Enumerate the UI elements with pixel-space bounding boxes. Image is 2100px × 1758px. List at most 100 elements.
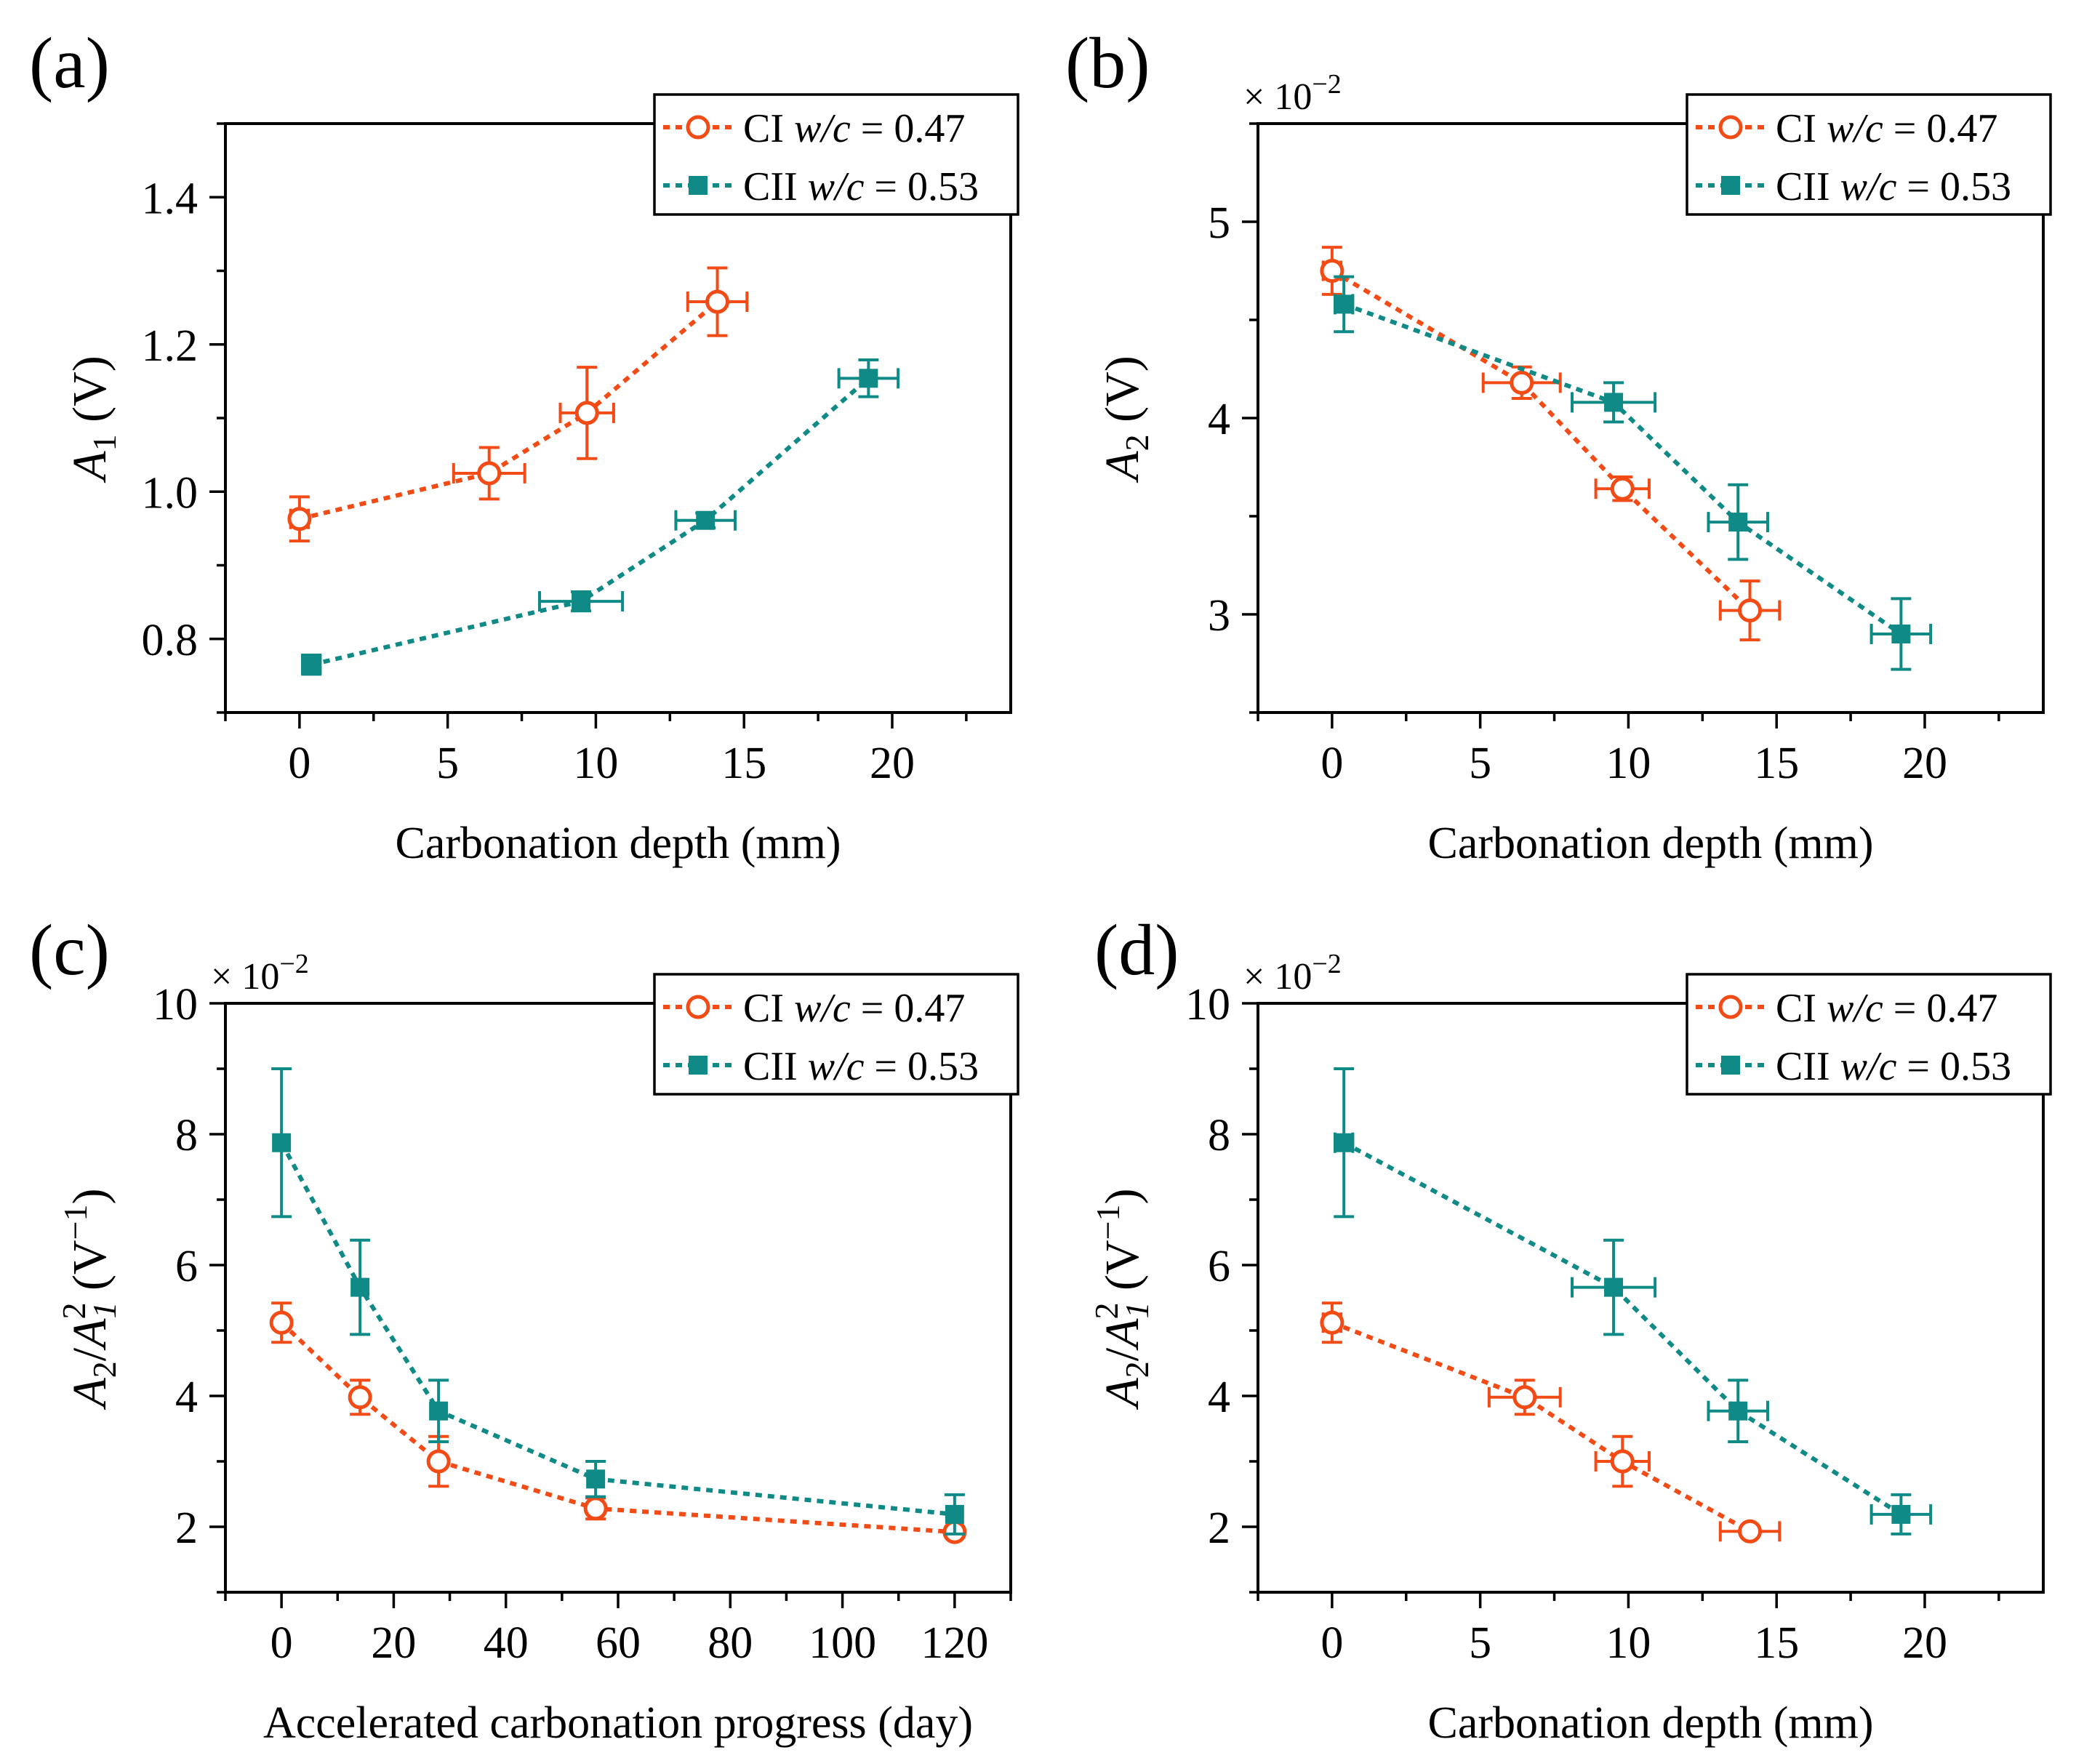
legend-marker-square bbox=[1721, 176, 1740, 195]
panel-label: (a) bbox=[29, 23, 110, 103]
series-line bbox=[299, 300, 719, 521]
data-point-square bbox=[1604, 393, 1624, 412]
data-point-square bbox=[272, 1133, 292, 1152]
x-tick-label: 5 bbox=[1469, 739, 1491, 788]
y-tick-label: 8 bbox=[175, 1111, 198, 1160]
data-point-circle bbox=[348, 1385, 372, 1410]
plot-frame bbox=[1257, 1002, 2045, 1594]
text-span: × 10 bbox=[211, 956, 279, 998]
text-span: w/c bbox=[794, 106, 851, 151]
panel-label: (c) bbox=[29, 910, 110, 990]
series-cii bbox=[1333, 1067, 1933, 1536]
x-tick-label: 10 bbox=[1606, 1618, 1651, 1668]
y-tick-label: 5 bbox=[1208, 198, 1230, 248]
text-span: / bbox=[63, 1347, 116, 1361]
text-span: A bbox=[63, 1378, 116, 1410]
text-span: = 0.53 bbox=[864, 1044, 979, 1089]
text-span: 2 bbox=[86, 1361, 123, 1378]
text-span: ( bbox=[1096, 1275, 1149, 1302]
series-line bbox=[279, 1141, 955, 1517]
text-span: −2 bbox=[279, 949, 308, 979]
data-point-circle bbox=[1320, 1310, 1344, 1335]
x-tick-label: 120 bbox=[921, 1618, 988, 1668]
x-axis-label: Accelerated carbonation progress (day) bbox=[263, 1698, 973, 1748]
panel-d: (d) 0 5 10 15 20 2 4 6 8 10 × 10−2 Carbonation depth… bbox=[1088, 910, 2052, 1748]
x-tick-label: 15 bbox=[721, 739, 766, 788]
y-tick-label: 1.2 bbox=[142, 321, 199, 371]
text-span: CII bbox=[743, 1044, 808, 1089]
legend-entry: CI w/c = 0.47 bbox=[743, 986, 965, 1031]
data-point-circle bbox=[1510, 370, 1534, 395]
legend-entry: CI w/c = 0.47 bbox=[1776, 986, 1997, 1031]
text-span: 2 bbox=[1088, 1303, 1125, 1320]
data-point-square bbox=[1334, 294, 1354, 314]
panel-a: (a) 0 5 10 15 20 0.8 1.0 1.2 1.4 Carbonation depth… bbox=[29, 23, 1019, 868]
data-point-square bbox=[572, 592, 591, 611]
text-span: = 0.47 bbox=[851, 986, 966, 1031]
x-tick-label: 80 bbox=[708, 1618, 753, 1668]
y-tick-label: 4 bbox=[175, 1373, 198, 1422]
legend: CI w/c = 0.47 CII w/c = 0.53 bbox=[1686, 973, 2052, 1096]
x-axis-label: Carbonation depth (mm) bbox=[1428, 819, 1874, 868]
text-span: (V) bbox=[63, 356, 116, 434]
legend-marker-square bbox=[689, 1056, 708, 1075]
legend-marker-circle bbox=[1718, 995, 1743, 1019]
text-span: CI bbox=[1776, 986, 1827, 1031]
text-span: w/c bbox=[1827, 986, 1883, 1031]
text-span: × 10 bbox=[1243, 956, 1312, 998]
data-point-circle bbox=[477, 461, 502, 486]
text-span: 2 bbox=[1118, 1361, 1155, 1378]
text-span: ( bbox=[63, 1275, 116, 1302]
data-point-square bbox=[1604, 1277, 1624, 1297]
x-tick-label: 10 bbox=[1606, 739, 1651, 788]
legend: CI w/c = 0.47 CII w/c = 0.53 bbox=[653, 973, 1019, 1096]
y-tick-label: 0.8 bbox=[142, 616, 199, 665]
x-tick-label: 60 bbox=[596, 1618, 641, 1668]
data-point-circle bbox=[583, 1496, 608, 1521]
series-cii bbox=[300, 358, 900, 676]
series-ci bbox=[1320, 1301, 1782, 1544]
x-tick-label: 0 bbox=[1320, 739, 1343, 788]
y-tick-label: 10 bbox=[1185, 980, 1230, 1029]
data-point-square bbox=[1891, 1504, 1911, 1524]
data-point-circle bbox=[1738, 1519, 1763, 1544]
data-point-circle bbox=[426, 1449, 451, 1474]
data-point-circle bbox=[1610, 1449, 1635, 1474]
text-span: 2 bbox=[1118, 434, 1155, 451]
y-tick-label: 3 bbox=[1208, 591, 1230, 641]
data-point-square bbox=[859, 369, 878, 388]
text-span: ) bbox=[1096, 1188, 1149, 1204]
y-tick-label: 8 bbox=[1208, 1111, 1230, 1160]
data-point-circle bbox=[269, 1310, 294, 1335]
legend-entry: CII w/c = 0.53 bbox=[1776, 1044, 2011, 1089]
y-tick-label: 10 bbox=[153, 980, 198, 1029]
series-cii bbox=[271, 1067, 965, 1536]
data-point-square bbox=[1891, 625, 1911, 643]
text-span: 1 bbox=[1118, 1302, 1155, 1319]
text-span: V bbox=[1096, 1240, 1149, 1275]
text-span: = 0.53 bbox=[1896, 1044, 2011, 1089]
y-tick-label: 1.0 bbox=[142, 468, 199, 518]
x-tick-label: 15 bbox=[1754, 1618, 1799, 1668]
y-axis-label: A2/A12 (V−1) bbox=[1088, 1188, 1155, 1410]
x-tick-label: 10 bbox=[573, 739, 618, 788]
series-line bbox=[280, 1321, 955, 1535]
legend-marker-square bbox=[1721, 1056, 1740, 1075]
text-span: A bbox=[1096, 1378, 1149, 1410]
legend-marker-square bbox=[689, 176, 708, 195]
series-line bbox=[310, 377, 870, 667]
text-span: 2 bbox=[55, 1303, 92, 1320]
text-span: w/c bbox=[808, 1044, 865, 1089]
text-span: −1 bbox=[57, 1204, 94, 1240]
y-tick-label: 6 bbox=[175, 1242, 198, 1291]
text-span: w/c bbox=[794, 986, 851, 1031]
data-point-circle bbox=[574, 401, 599, 425]
axis-exponent: × 10−2 bbox=[211, 949, 309, 998]
data-point-square bbox=[1334, 1133, 1354, 1152]
data-point-square bbox=[1728, 1401, 1748, 1421]
x-tick-label: 0 bbox=[1320, 1618, 1343, 1668]
text-span: = 0.47 bbox=[1883, 986, 1998, 1031]
text-span: = 0.47 bbox=[851, 106, 966, 151]
series-ci bbox=[1320, 246, 1782, 642]
legend-entry: CII w/c = 0.53 bbox=[1776, 164, 2011, 209]
